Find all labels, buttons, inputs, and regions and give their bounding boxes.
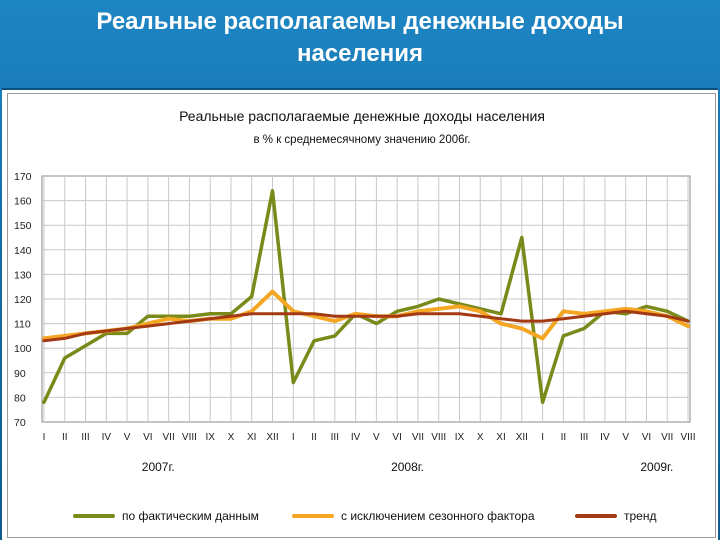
x-tick-label: VIII: [431, 432, 446, 443]
series-line-3: [42, 309, 690, 343]
legend-label-3: тренд: [624, 509, 656, 523]
series-layer: [42, 189, 690, 405]
year-label: 2009г.: [640, 460, 673, 474]
x-tick-label: V: [622, 432, 629, 443]
y-tick-label: 110: [14, 319, 31, 331]
year-label: 2007г.: [142, 460, 175, 474]
x-tick-label: I: [292, 432, 295, 443]
x-tick-label: II: [62, 432, 68, 443]
y-tick-label: 80: [14, 392, 26, 404]
x-tick-label: III: [580, 432, 588, 443]
x-tick-label: VII: [661, 432, 673, 443]
x-tick-label: II: [561, 432, 567, 443]
legend-label-1: по фактическим данным: [122, 509, 259, 523]
chart-title: Реальные располагаемые денежные доходы н…: [179, 108, 545, 124]
y-tick-label: 130: [14, 269, 32, 281]
slide-title: Реальные располагаемы денежные доходы на…: [0, 6, 720, 70]
x-tick-label: II: [311, 432, 317, 443]
x-tick-label: IV: [351, 432, 361, 443]
y-tick-label: 170: [14, 171, 32, 183]
x-tick-label: VI: [642, 432, 651, 443]
x-tick-label: VII: [163, 432, 175, 443]
x-tick-label: III: [81, 432, 89, 443]
x-tick-label: VIII: [680, 432, 695, 443]
x-axis: I II III IV V VI VII VIII IX X XI XII I II III IV V VI VII…: [43, 432, 696, 474]
chart-subtitle: в % к среднемесячному значению 2006г.: [253, 134, 470, 146]
y-tick-label: 70: [14, 417, 26, 429]
x-tick-label: VIII: [182, 432, 197, 443]
x-tick-label: XI: [496, 432, 505, 443]
series-line-1: [42, 189, 690, 405]
x-tick-label: IV: [600, 432, 610, 443]
y-tick-label: 160: [14, 196, 32, 208]
x-tick-label: I: [43, 432, 46, 443]
x-tick-label: I: [541, 432, 544, 443]
y-axis: 70 80 90 100 110 120 130 140 150 160 170: [14, 171, 32, 429]
gridlines: [42, 176, 690, 422]
slide-title-line1: Реальные располагаемы денежные доходы: [96, 8, 624, 35]
year-label: 2008г.: [391, 460, 424, 474]
y-tick-label: 90: [14, 368, 26, 380]
x-tick-label: X: [477, 432, 484, 443]
x-tick-label: IV: [102, 432, 112, 443]
x-tick-label: X: [228, 432, 235, 443]
x-tick-label: IX: [455, 432, 465, 443]
legend: по фактическим данным с исключением сезон…: [73, 509, 656, 523]
x-tick-label: XI: [247, 432, 256, 443]
x-tick-label: VI: [143, 432, 152, 443]
x-tick-label: XII: [266, 432, 278, 443]
x-tick-label: VII: [412, 432, 424, 443]
y-tick-label: 120: [14, 294, 32, 306]
x-tick-label: III: [331, 432, 339, 443]
x-tick-label: IX: [205, 432, 215, 443]
x-tick-label: VI: [392, 432, 401, 443]
y-tick-label: 150: [14, 220, 32, 232]
y-tick-label: 140: [14, 245, 32, 257]
x-tick-label: XII: [516, 432, 528, 443]
x-tick-label: V: [373, 432, 380, 443]
x-tick-label: V: [124, 432, 131, 443]
legend-label-2: с исключением сезонного фактора: [341, 509, 535, 523]
slide-title-line2: населения: [296, 40, 424, 67]
y-tick-label: 100: [14, 343, 32, 355]
